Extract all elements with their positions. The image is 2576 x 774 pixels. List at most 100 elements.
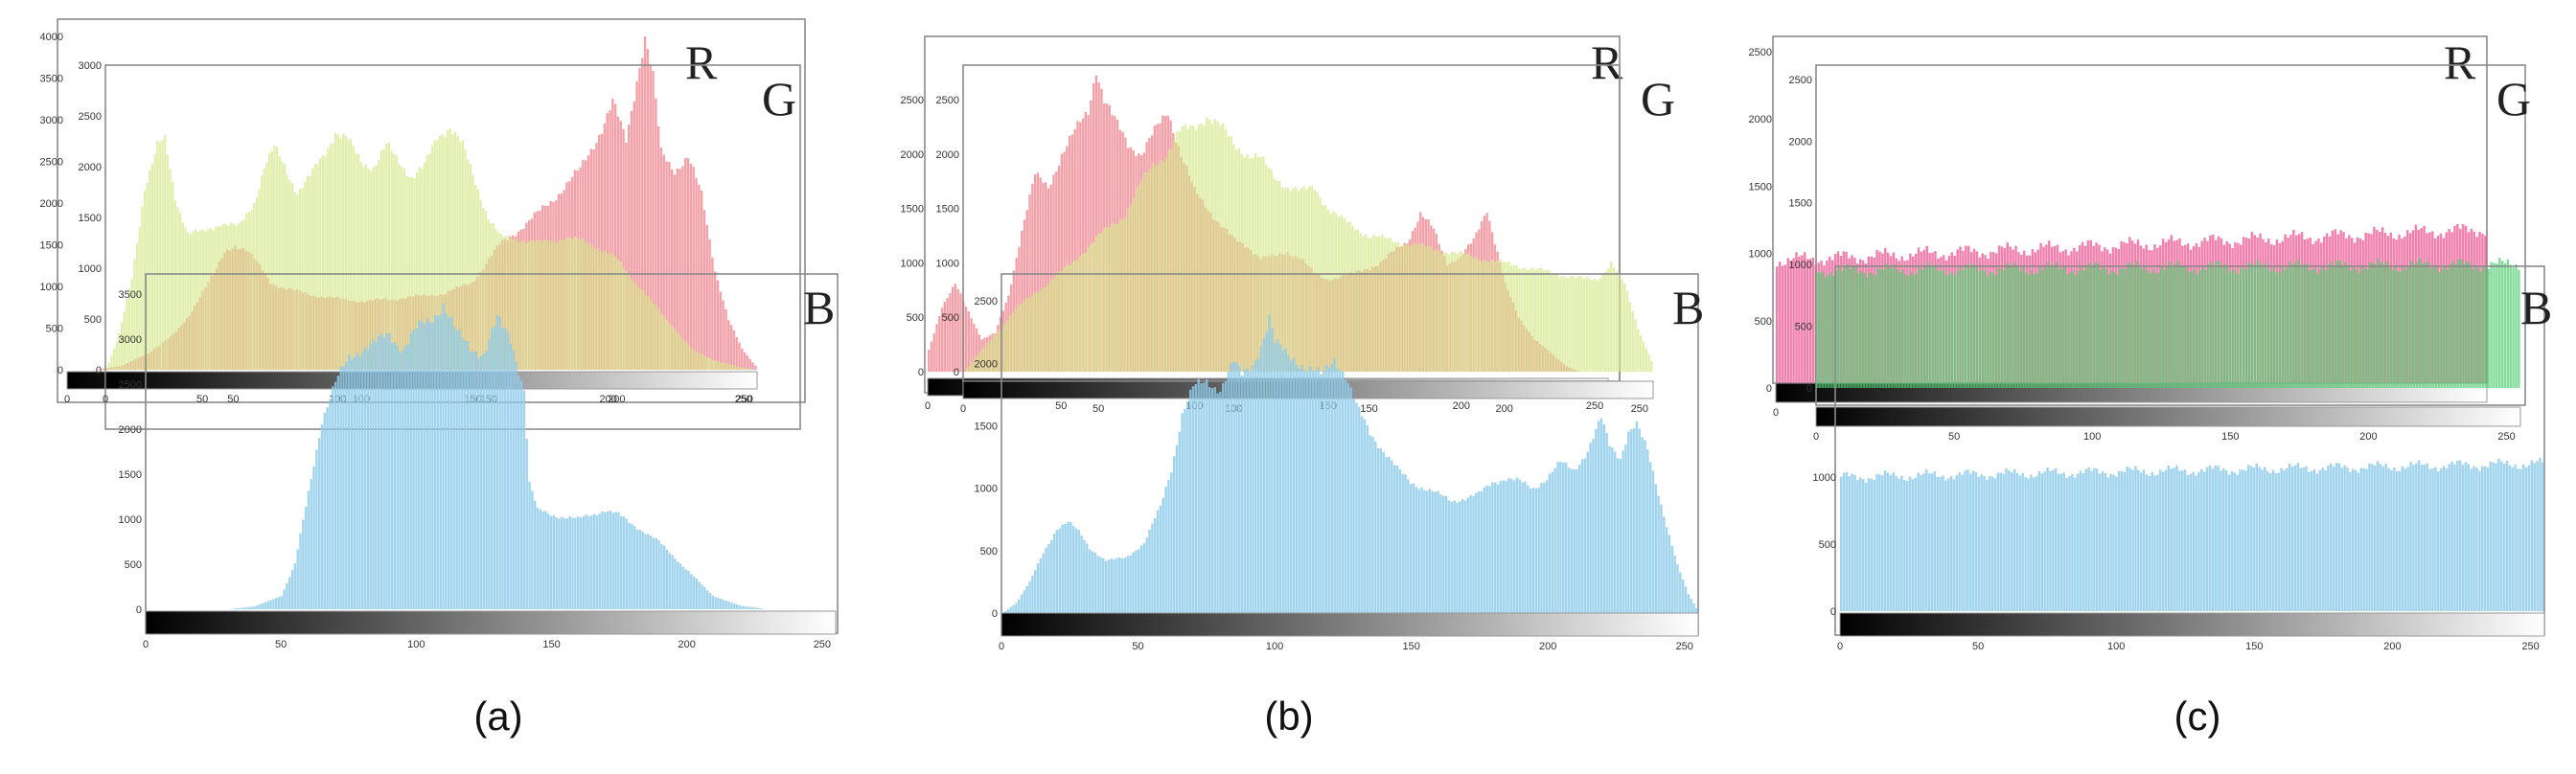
hist-bar-b: [509, 343, 513, 609]
hist-bar-b: [2305, 467, 2308, 611]
hist-bar-b: [1262, 337, 1266, 613]
hist-bar-b: [1983, 476, 1986, 611]
hist-bar-b: [2227, 474, 2231, 611]
hist-bar-g: [670, 325, 673, 370]
hist-bar-b: [1889, 474, 1893, 611]
hist-bar-b: [1205, 379, 1208, 613]
hist-bar-b: [390, 342, 394, 609]
hist-bar-b: [2090, 470, 2093, 611]
hist-bar-g: [1278, 181, 1281, 372]
hist-bar-b: [539, 509, 542, 609]
hist-bar-g: [2496, 263, 2498, 388]
hist-bar-r: [656, 125, 660, 370]
hist-bar-g: [2203, 270, 2207, 388]
hist-bar-g: [2099, 269, 2103, 388]
hist-bar-r: [1379, 262, 1382, 372]
hist-bar-g: [459, 141, 462, 370]
hist-bar-g: [565, 237, 569, 370]
hist-bar-b: [2246, 465, 2250, 611]
hist-bar-b: [674, 558, 677, 609]
hist-bar-g: [301, 188, 304, 370]
hist-bar-b: [2448, 464, 2450, 611]
hist-bar-g: [558, 239, 562, 370]
hist-bar-g: [1950, 271, 1954, 388]
hist-bar-b: [466, 341, 470, 609]
hist-bar-b: [385, 332, 388, 609]
hist-bar-r: [980, 339, 983, 372]
hist-bar-b: [1892, 471, 1895, 611]
hist-bar-g: [1240, 154, 1244, 372]
hist-bar-b: [2126, 467, 2129, 611]
hist-bar-r: [2408, 233, 2412, 388]
hist-bar-g: [2415, 262, 2419, 388]
hist-bar-b: [382, 337, 385, 609]
hist-bar-g: [1959, 267, 1962, 388]
hist-bar-g: [224, 224, 228, 370]
hist-bar-g: [476, 189, 480, 370]
hist-bar-r: [1057, 165, 1061, 372]
hist-bar-r: [1190, 182, 1193, 372]
y-tick-label-r: 2500: [901, 95, 924, 106]
hist-bar-b: [2527, 465, 2531, 611]
hist-bar-g: [609, 254, 612, 370]
x-tick-label-b: 50: [1132, 641, 1143, 652]
hist-bar-g: [1637, 329, 1640, 372]
hist-bar-b: [1611, 447, 1614, 613]
hist-bar-b: [1058, 528, 1062, 613]
hist-bar-b: [2222, 467, 2225, 611]
hist-bar-g: [2025, 272, 2028, 388]
hist-bar-b: [420, 321, 424, 609]
hist-bar-g: [2360, 267, 2363, 388]
hist-bar-b: [1265, 331, 1268, 613]
hist-bar-g: [624, 270, 628, 370]
hist-bar-r: [182, 322, 186, 370]
hist-bar-g: [2382, 264, 2385, 388]
hist-bar-b: [1392, 465, 1396, 613]
hist-bar-b: [504, 328, 507, 609]
hist-bar-g: [673, 329, 676, 370]
hist-bar-b: [1388, 456, 1391, 613]
hist-bar-b: [2533, 463, 2536, 611]
hist-bar-g: [2072, 270, 2075, 388]
hist-bar-g: [990, 339, 993, 372]
hist-bar-g: [356, 153, 360, 370]
hist-bar-g: [2242, 268, 2245, 388]
hist-bar-g: [263, 168, 265, 370]
hist-bar-b: [1592, 439, 1595, 613]
hist-bar-r: [689, 164, 693, 370]
hist-bar-g: [1087, 246, 1090, 372]
hist-bar-b: [1414, 487, 1418, 613]
hist-bar-g: [2052, 264, 2056, 388]
hist-bar-b: [2489, 462, 2493, 611]
hist-bar-b: [1420, 487, 1423, 613]
hist-bar-b: [396, 346, 399, 609]
hist-bar-r: [1811, 257, 1815, 388]
hist-bar-g: [527, 240, 531, 370]
hist-bar-g: [1650, 360, 1653, 372]
hist-bar-g: [253, 203, 256, 370]
hist-bar-g: [1038, 290, 1042, 372]
hist-bar-b: [2027, 478, 2030, 611]
hist-bar-g: [2481, 266, 2485, 388]
hist-bar-g: [522, 240, 525, 370]
hist-bar-g: [1548, 270, 1551, 372]
hist-bar-g: [1230, 136, 1232, 372]
hist-bar-b: [428, 322, 431, 609]
hist-bar-g: [535, 239, 539, 370]
y-tick-label-g: 0: [96, 365, 102, 376]
hist-bar-b: [1917, 472, 1920, 611]
hist-bar-b: [442, 303, 445, 609]
hist-bar-b: [1194, 384, 1198, 613]
hist-bar-g: [1469, 256, 1473, 372]
hist-bar-g: [1840, 270, 1844, 388]
hist-bar-g: [2225, 266, 2229, 388]
y-tick-label-g: 500: [84, 314, 102, 326]
hist-bar-g: [235, 225, 238, 370]
x-tick-label-g: 200: [2359, 431, 2377, 443]
hist-bar-b: [2197, 471, 2200, 611]
hist-bar-b: [1249, 371, 1252, 613]
hist-bar-g: [1965, 264, 1967, 388]
hist-bar-g: [1962, 270, 1965, 388]
hist-bar-g: [1044, 286, 1046, 372]
y-tick-label-r: 0: [58, 365, 63, 376]
